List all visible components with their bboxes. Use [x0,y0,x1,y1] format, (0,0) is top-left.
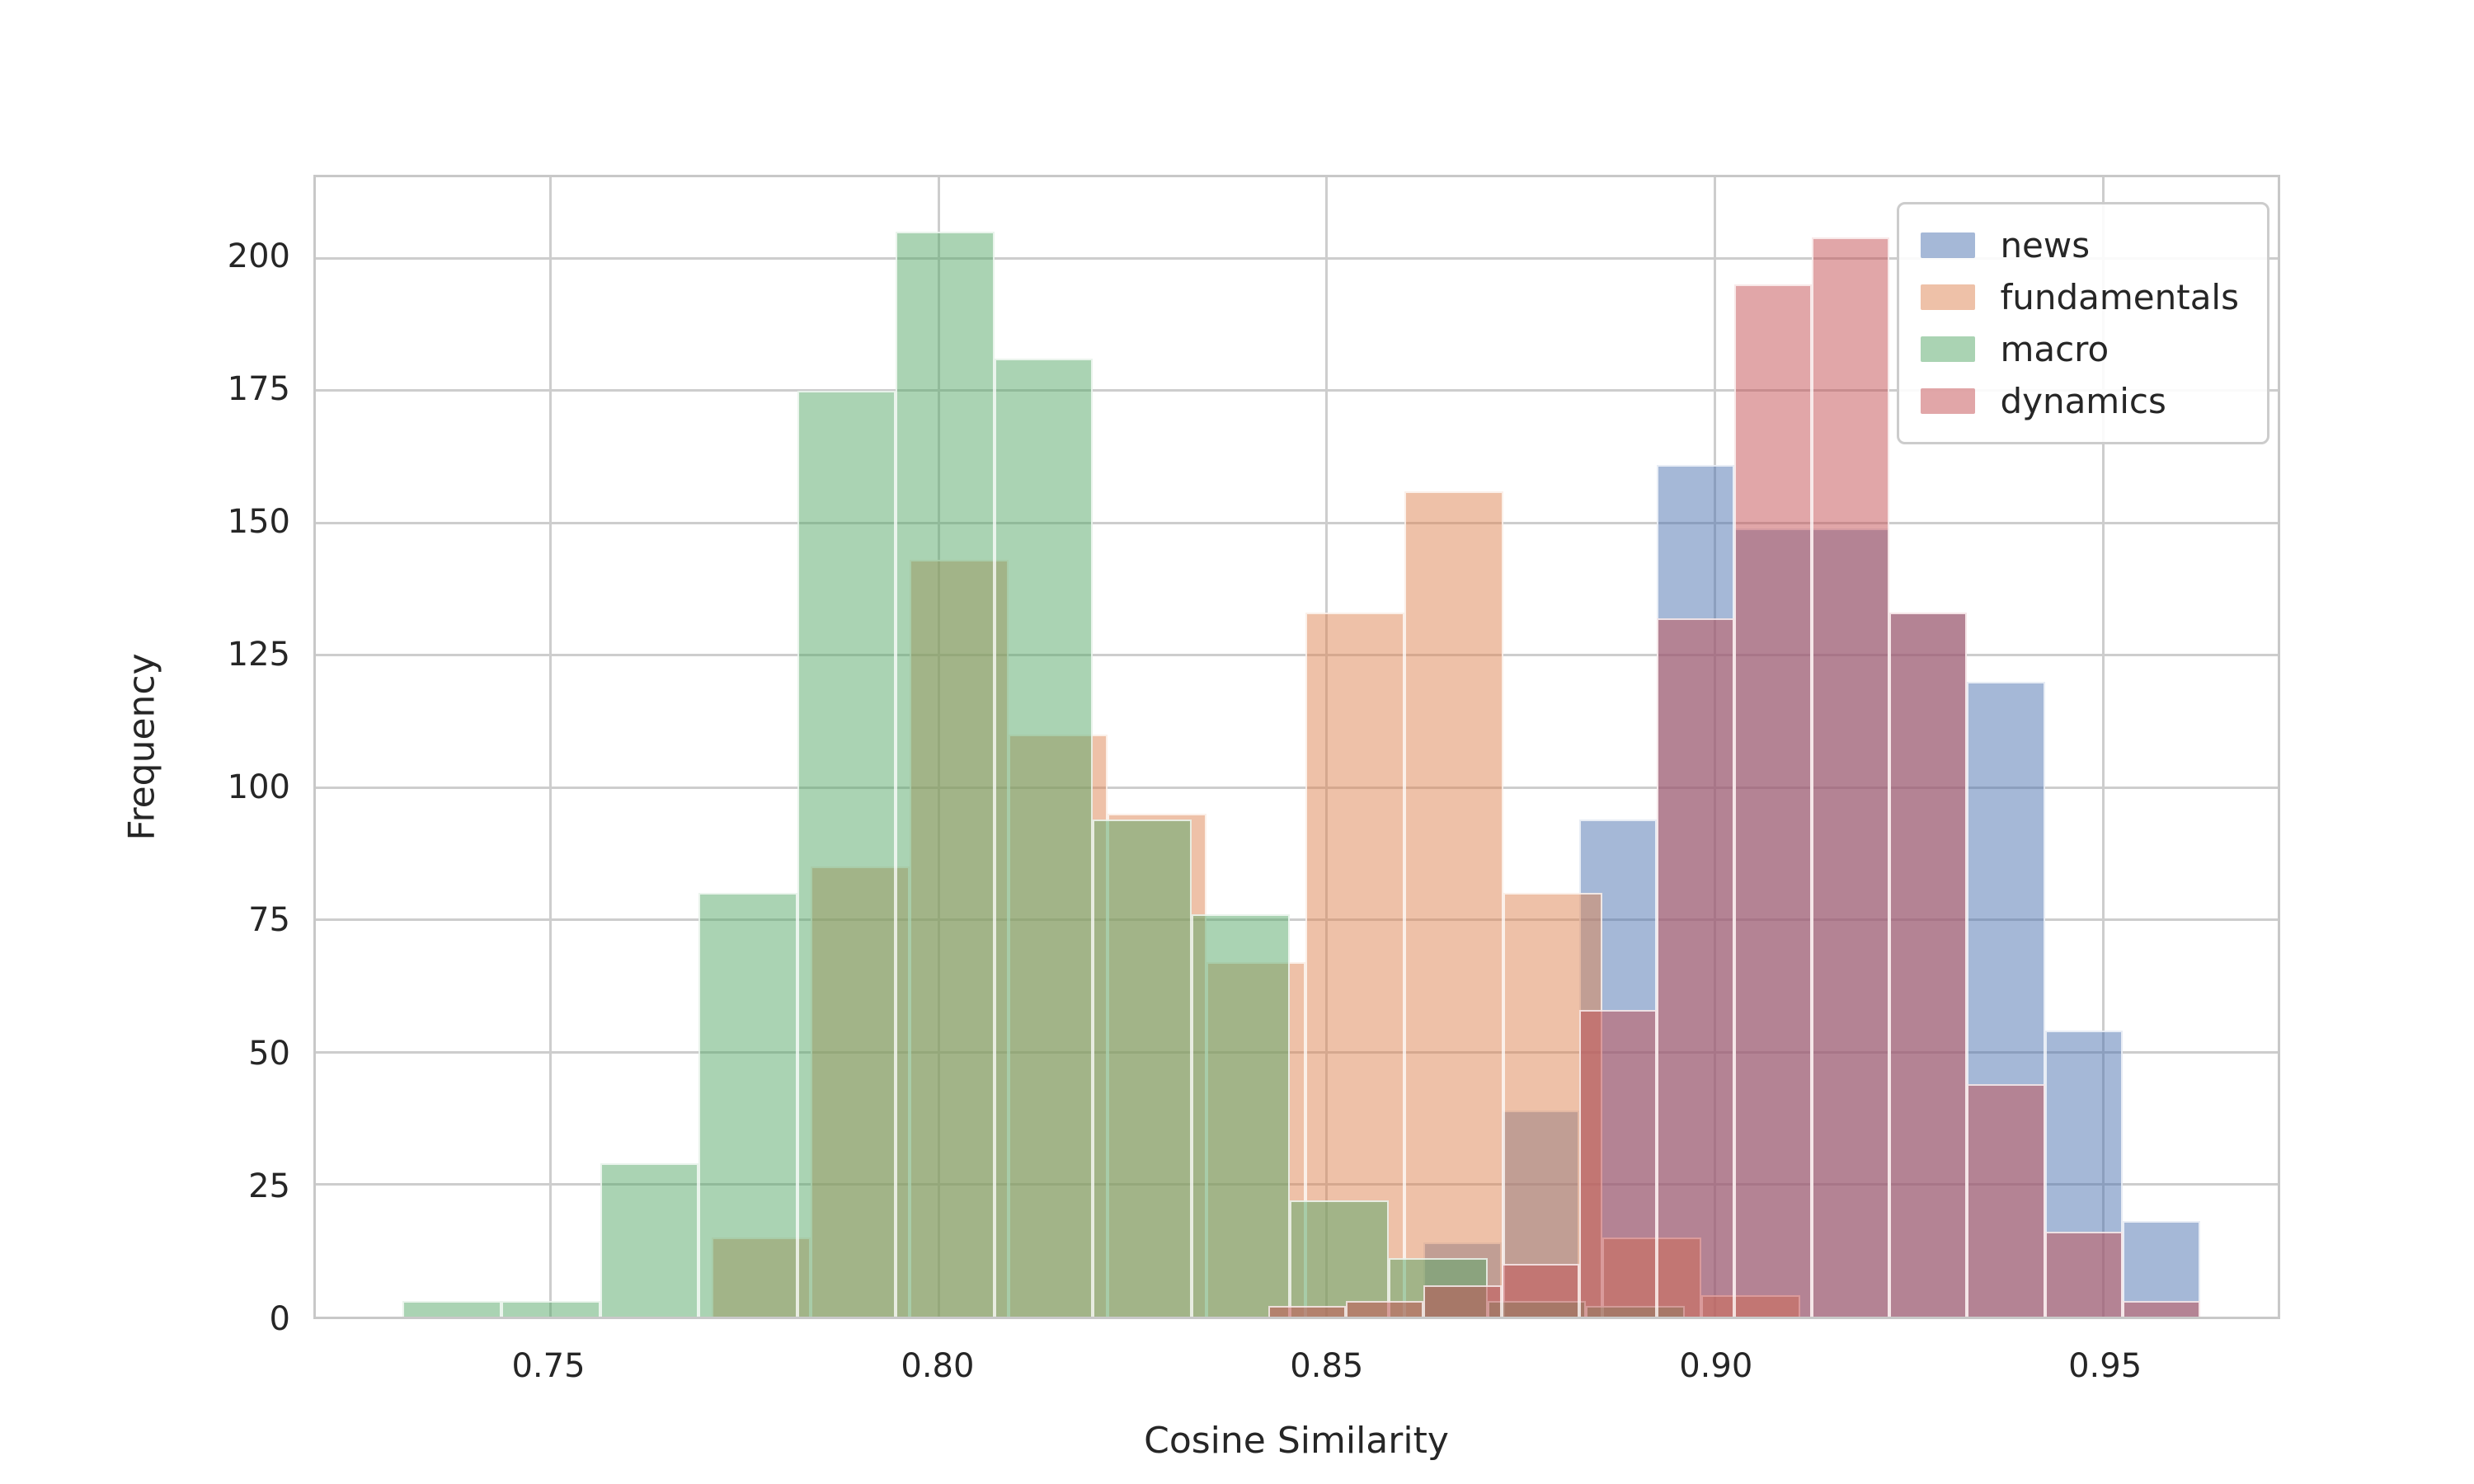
dynamics-bar [1656,618,1734,1317]
y-gridline [316,654,2278,657]
dynamics-bar [1501,1263,1579,1317]
legend-swatch-icon [1921,284,1976,310]
dynamics-bar [1268,1306,1347,1317]
dynamics-bar [2044,1232,2123,1317]
dynamics-bar [1423,1284,1502,1317]
legend-item-fundamentals: fundamentals [1921,271,2239,323]
y-gridline [316,521,2278,524]
dynamics-bar [1733,284,1813,1317]
plot-area: news fundamentals macro dynamics [313,175,2280,1319]
x-gridline [2101,177,2105,1317]
y-gridline [316,256,2278,260]
legend-label: macro [2000,328,2109,369]
macro-bar [501,1300,600,1317]
bars-layer [316,177,2278,1317]
legend-swatch-icon [1921,388,1976,414]
x-tick-label: 0.80 [901,1347,975,1385]
fundamentals-bar [1404,491,1504,1317]
dynamics-bar [1578,1009,1657,1317]
y-tick-label: 50 [248,1034,290,1073]
y-tick-label: 175 [227,369,290,408]
macro-bar [1290,1200,1390,1317]
macro-bar [1093,819,1192,1317]
y-tick-label: 0 [269,1300,290,1338]
y-gridline [316,786,2278,789]
macro-bar [994,359,1094,1317]
legend-item-macro: macro [1921,323,2239,375]
macro-bar [698,893,797,1317]
legend-swatch-icon [1921,232,1976,258]
legend-swatch-icon [1921,336,1976,362]
dynamics-bar [1889,613,1968,1317]
x-tick-label: 0.90 [1679,1347,1753,1385]
dynamics-bar [1346,1300,1424,1317]
x-tick-label: 0.75 [511,1347,586,1385]
dynamics-bar [2122,1300,2200,1317]
x-tick-label: 0.85 [1290,1347,1364,1385]
macro-bar [797,390,896,1317]
legend-label: fundamentals [2000,276,2239,317]
fundamentals-bar [1305,613,1405,1317]
macro-bar [600,1162,699,1317]
news-bar [2122,1221,2200,1317]
macro-bar [402,1300,501,1317]
y-tick-label: 200 [227,237,290,275]
x-tick-label: 0.95 [2068,1347,2142,1385]
x-axis-label: Cosine Similarity [1144,1420,1449,1462]
legend-label: dynamics [2000,380,2166,421]
x-gridline [548,177,552,1317]
y-tick-label: 75 [248,901,290,940]
legend-item-dynamics: dynamics [1921,375,2239,427]
y-gridline [316,389,2278,392]
y-tick-label: 25 [248,1167,290,1205]
y-tick-label: 150 [227,502,290,541]
y-tick-label: 100 [227,768,290,807]
dynamics-bar [1967,1083,2045,1317]
legend-item-news: news [1921,219,2239,271]
legend-label: news [2000,224,2091,265]
macro-bar [1191,914,1291,1317]
y-axis-label: Frequency [120,653,163,841]
y-gridline [316,918,2278,922]
legend: news fundamentals macro dynamics [1897,202,2269,444]
dynamics-bar [1812,237,1890,1317]
y-tick-label: 125 [227,636,290,674]
macro-bar [896,232,995,1317]
